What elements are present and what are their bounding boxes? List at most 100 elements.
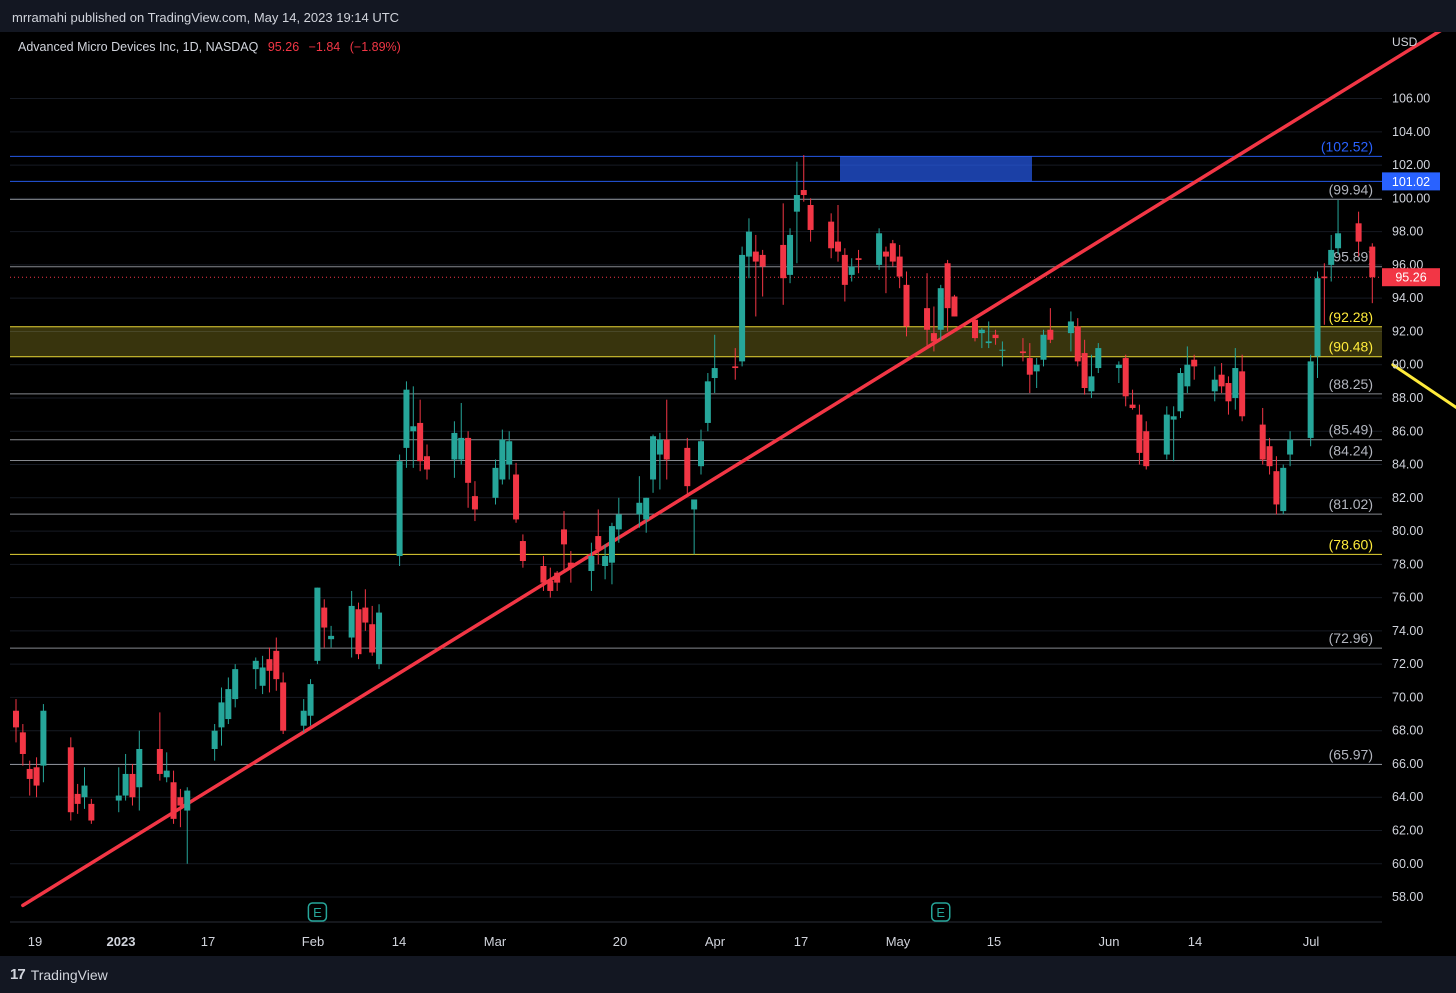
time-tick-label: 17 (794, 934, 808, 949)
candle-body (513, 474, 520, 520)
candle-body (663, 439, 670, 460)
candle-body (780, 244, 787, 279)
resistance-box (840, 156, 1032, 182)
time-axis: 19 2023 17 Feb 14 Mar 20 Apr 17 May 15 Jun 14 Jul (28, 934, 1320, 949)
candle-body (67, 747, 74, 813)
candle-body (369, 624, 376, 653)
candle-body (177, 797, 184, 806)
candle-body (1026, 358, 1033, 375)
candle-body (684, 447, 691, 487)
price-tick-label: 88.00 (1392, 391, 1423, 405)
footer: 17 TradingView (0, 956, 1456, 993)
candle-body (1047, 329, 1054, 340)
candle-body (1095, 348, 1102, 369)
time-tick-label: 19 (28, 934, 42, 949)
price-tick-label: 92.00 (1392, 324, 1423, 338)
candle-body (1081, 353, 1088, 388)
candle-body (314, 587, 321, 661)
candle-body (376, 612, 383, 665)
candle-body (807, 205, 814, 230)
candle-body (656, 439, 663, 455)
candle-body (1170, 416, 1177, 420)
tradingview-brand[interactable]: 17 TradingView (10, 966, 108, 983)
candle-body (745, 231, 752, 257)
candle-body (259, 667, 266, 686)
candle-body (1033, 364, 1040, 372)
candle-body (739, 254, 746, 362)
time-tick-label: 17 (201, 934, 215, 949)
currency-label: USD (1392, 35, 1418, 49)
earnings-marker-icon (307, 902, 328, 922)
level-label: (99.94) (1329, 181, 1373, 197)
time-tick-label: Mar (484, 934, 507, 949)
candle-body (924, 308, 931, 330)
candle-body (1314, 278, 1321, 357)
symbol-name: Advanced Micro Devices Inc, 1D, NASDAQ (18, 40, 259, 54)
candle-body (506, 441, 513, 465)
price-tick-label: 70.00 (1392, 690, 1423, 704)
candle-body (465, 437, 472, 483)
price-axis-tag-label: 95.26 (1395, 271, 1426, 285)
candle-body (889, 243, 896, 262)
candle-body (163, 770, 170, 778)
candle-body (711, 368, 718, 379)
candle-body (1280, 467, 1287, 512)
candle-body (691, 499, 698, 510)
candle-body (1307, 361, 1314, 438)
chart-area[interactable]: (102.52) (99.94) (95.89) (92.28) (90.48) (88.… (0, 32, 1456, 956)
level-label: (65.97) (1329, 746, 1373, 762)
candle-body (588, 556, 595, 571)
candle-body (40, 710, 47, 766)
level-label: (81.02) (1329, 496, 1373, 512)
candle-body (985, 341, 992, 344)
candle-body (1273, 471, 1280, 505)
candle-body (156, 748, 163, 774)
candle-body (266, 659, 273, 671)
level-label: (72.96) (1329, 630, 1373, 646)
candle-body (1355, 223, 1362, 242)
candle-body (759, 254, 766, 267)
price-tick-label: 84.00 (1392, 458, 1423, 472)
candle-body (1074, 326, 1081, 362)
candle-body (752, 251, 759, 262)
candle-body (595, 536, 602, 550)
candle-body (1040, 334, 1047, 360)
candle-body (33, 767, 40, 786)
candle-body (273, 650, 280, 680)
candle-body (1211, 379, 1218, 392)
candle-body (547, 580, 554, 591)
candle-body (280, 682, 287, 731)
price-change-pct: (−1.89%) (349, 40, 401, 54)
last-close: 95.26 (267, 40, 300, 54)
price-tick-label: 72.00 (1392, 657, 1423, 671)
candle-body (1266, 446, 1273, 467)
candle-body (355, 609, 362, 655)
candle-body (211, 730, 218, 749)
price-axis-tag (1382, 268, 1440, 287)
grid (10, 98, 1382, 898)
candle-body (1328, 249, 1335, 265)
level-label: (78.60) (1329, 536, 1373, 552)
candle-body (882, 251, 889, 257)
price-tick-label: 68.00 (1392, 724, 1423, 738)
candle-body (1184, 364, 1191, 387)
candle-body (999, 349, 1006, 351)
time-tick-label: 15 (987, 934, 1001, 949)
levels: (102.52) (99.94) (95.89) (92.28) (90.48) (88.… (10, 138, 1382, 765)
candle-body (451, 432, 458, 460)
candle-body (321, 607, 328, 628)
candle-body (129, 773, 136, 798)
price-tick-label: 98.00 (1392, 225, 1423, 239)
candle-body (519, 541, 526, 562)
price-tick-label: 104.00 (1392, 125, 1430, 139)
candle-body (704, 381, 711, 423)
level-label: (92.28) (1329, 309, 1373, 325)
price-tick-label: 106.00 (1392, 92, 1430, 106)
time-tick-label: Feb (302, 934, 324, 949)
candle-body (1369, 246, 1376, 278)
candle-body (232, 669, 239, 700)
candle-body (362, 607, 369, 623)
top-bar: mrramahi published on TradingView.com, M… (0, 0, 1456, 32)
candle-body (992, 334, 999, 339)
candlestick-chart[interactable]: (102.52) (99.94) (95.89) (92.28) (90.48) (88.… (0, 32, 1456, 956)
